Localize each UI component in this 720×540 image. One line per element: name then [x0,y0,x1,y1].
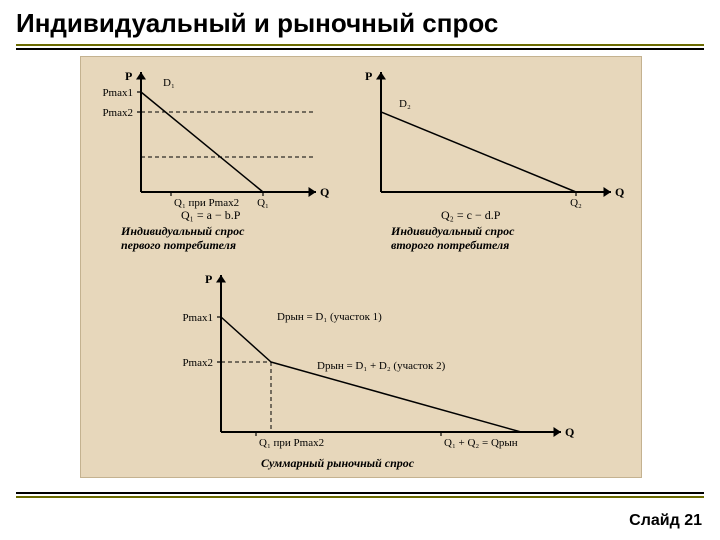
svg-text:P: P [365,69,372,83]
svg-text:Индивидуальный спроспервого по: Индивидуальный спроспервого потребителя [120,224,245,252]
svg-text:Pmax2: Pmax2 [182,357,213,369]
bottom-rule-accent [16,496,704,498]
svg-text:D₁: D₁ [163,77,175,89]
slide-number: Слайд 21 [629,512,702,530]
svg-text:Q: Q [615,185,624,199]
title-rule-accent [16,44,704,46]
svg-text:Q₁ при Pmax2: Q₁ при Pmax2 [259,437,324,449]
slide-title: Индивидуальный и рыночный спрос [16,8,498,39]
svg-text:P: P [125,69,132,83]
slide: Индивидуальный и рыночный спрос PQPmax1P… [0,0,720,540]
svg-text:Q: Q [320,185,329,199]
svg-text:Суммарный рыночный спрос: Суммарный рыночный спрос [261,456,415,470]
svg-text:Pmax1: Pmax1 [102,87,133,99]
svg-text:Q₁: Q₁ [257,197,269,209]
bottom-rule [16,492,704,494]
title-rule [16,48,704,50]
svg-text:Индивидуальный спросвторого по: Индивидуальный спросвторого потребителя [390,224,515,252]
svg-text:Pmax1: Pmax1 [182,312,213,324]
svg-text:Q₂ = c − d.P: Q₂ = c − d.P [441,208,501,222]
svg-text:Q₁ + Q₂ = Qрын: Q₁ + Q₂ = Qрын [444,437,518,449]
svg-text:Pmax2: Pmax2 [102,107,133,119]
svg-text:Q₂: Q₂ [570,197,582,209]
svg-text:P: P [205,272,212,286]
svg-text:D₂: D₂ [399,98,411,110]
chart-area: P Q Pmax1 Pmax2 Q₁ при Pmax2 Q₁ D₁ Q₁ = a − b.P… [80,56,642,478]
svg-text:Dрын = D₁ (участок 1): Dрын = D₁ (участок 1) [277,311,382,323]
svg-text:Dрын = D₁ + D₂ (участок 2): Dрын = D₁ + D₂ (участок 2) [317,360,446,372]
svg-text:Q₁ = a − b.P: Q₁ = a − b.P [181,208,241,222]
svg-text:Q: Q [565,425,574,439]
charts-svg: P Q Pmax1 Pmax2 Q₁ при Pmax2 Q₁ D₁ Q₁ = a − b.P… [81,57,641,477]
